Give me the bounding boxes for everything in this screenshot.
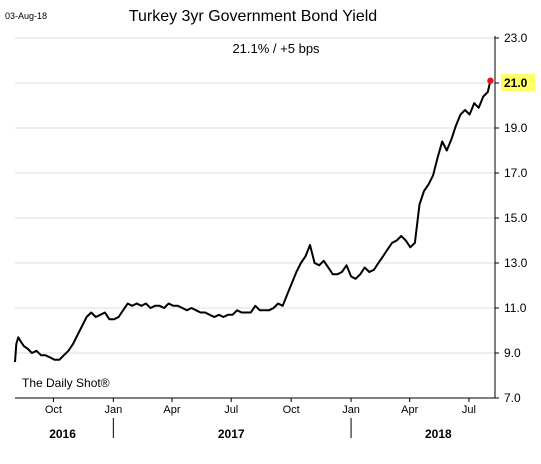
x-tick-label: Oct — [45, 404, 62, 416]
y-tick-label: 15.0 — [504, 211, 528, 225]
yield-series-line — [14, 80, 492, 363]
y-tick-label: 21.0 — [504, 76, 528, 90]
source-label: The Daily Shot® — [22, 376, 110, 390]
chart-title: Turkey 3yr Government Bond Yield — [129, 8, 377, 25]
x-tick-label: Apr — [163, 404, 180, 416]
x-tick-label: Jul — [462, 404, 476, 416]
y-tick-label: 13.0 — [504, 256, 528, 270]
series-layer — [14, 77, 494, 363]
y-tick-label: 17.0 — [504, 166, 528, 180]
last-value-point — [487, 77, 494, 84]
year-label: 2016 — [49, 427, 76, 441]
y-axis-ticks: 23.0 21.0 19.0 17.0 15.0 13.0 11.0 9.0 7.0 — [495, 31, 535, 405]
year-label: 2017 — [218, 427, 245, 441]
x-tick-label: Jan — [342, 404, 360, 416]
plot-frame — [15, 36, 496, 399]
y-tick-label: 11.0 — [504, 301, 527, 315]
y-tick-label: 19.0 — [504, 121, 528, 135]
y-tick-label: 7.0 — [504, 391, 521, 405]
year-label: 2018 — [425, 427, 452, 441]
last-value-highlight — [501, 74, 535, 91]
date-stamp: 03-Aug-18 — [5, 11, 47, 21]
chart-subtitle: 21.1% / +5 bps — [232, 41, 320, 56]
x-tick-label: Jul — [224, 404, 238, 416]
x-tick-label: Jan — [104, 404, 122, 416]
year-labels: 2016 2017 2018 — [49, 418, 452, 441]
x-tick-label: Apr — [401, 404, 418, 416]
x-axis-ticks: Oct Jan Apr Jul Oct Jan Apr Jul — [45, 398, 476, 416]
y-tick-label: 23.0 — [504, 31, 528, 45]
y-tick-label: 9.0 — [504, 346, 521, 360]
gridlines — [15, 37, 495, 354]
x-tick-label: Oct — [283, 404, 300, 416]
